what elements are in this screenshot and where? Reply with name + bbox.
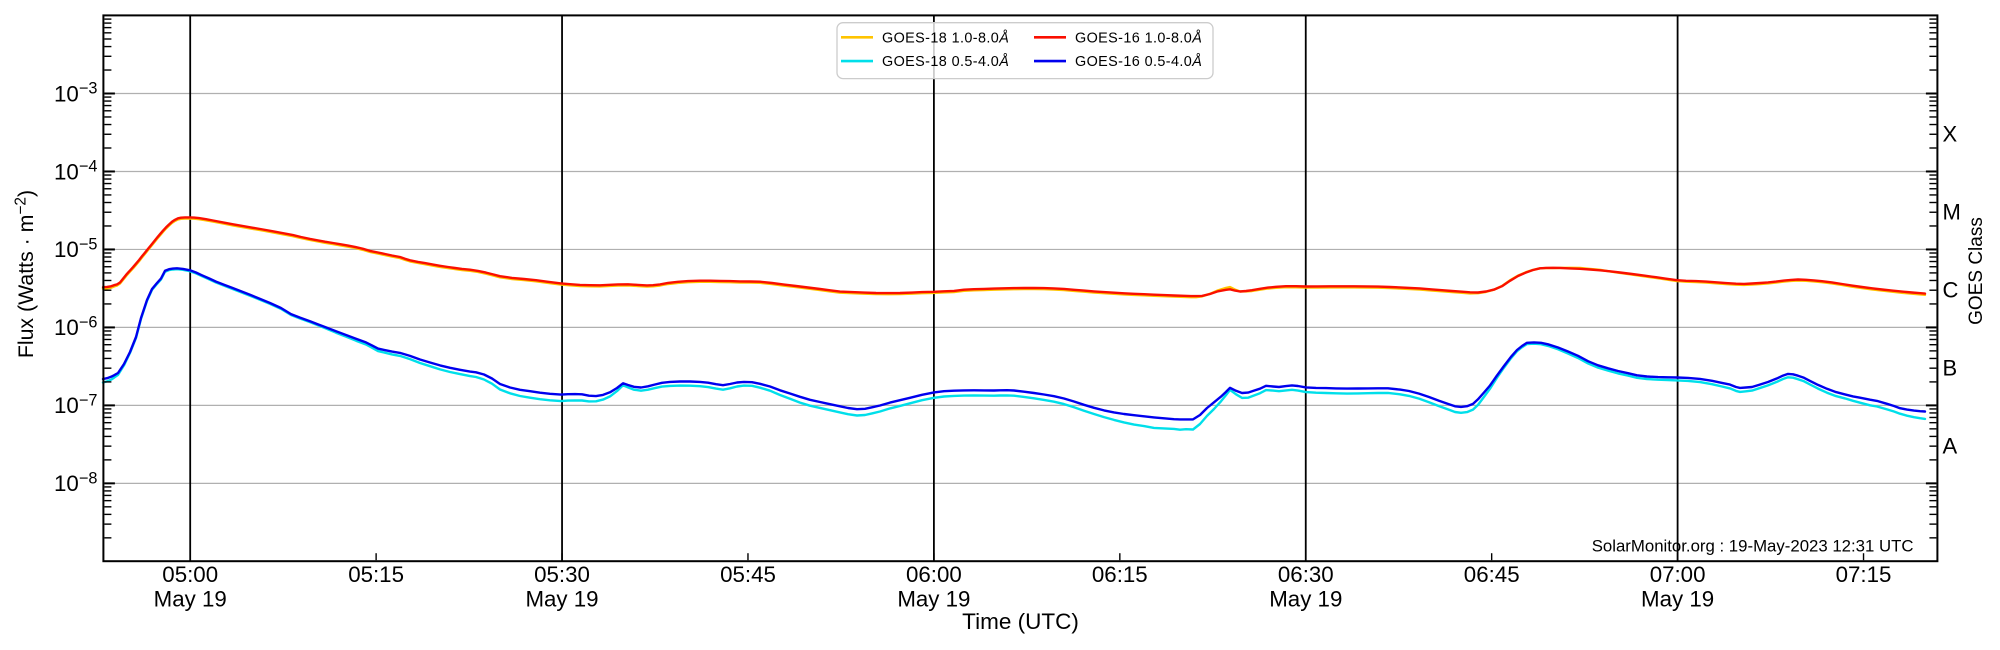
svg-text:May 19: May 19: [154, 587, 227, 612]
svg-text:GOES-18 0.5-4.0Å: GOES-18 0.5-4.0Å: [882, 53, 1009, 70]
svg-text:06:00: 06:00: [906, 562, 962, 587]
svg-text:C: C: [1943, 277, 1959, 302]
svg-text:06:30: 06:30: [1278, 562, 1334, 587]
svg-text:May 19: May 19: [897, 587, 970, 612]
svg-text:05:30: 05:30: [534, 562, 590, 587]
svg-text:06:45: 06:45: [1464, 562, 1520, 587]
svg-text:GOES-16 1.0-8.0Å: GOES-16 1.0-8.0Å: [1075, 29, 1202, 46]
svg-text:Flux (Watts · m−2): Flux (Watts · m−2): [13, 190, 39, 358]
svg-text:07:00: 07:00: [1650, 562, 1706, 587]
svg-text:05:00: 05:00: [162, 562, 218, 587]
svg-text:06:15: 06:15: [1092, 562, 1148, 587]
svg-text:May 19: May 19: [1641, 587, 1714, 612]
svg-text:SolarMonitor.org : 19-May-2023: SolarMonitor.org : 19-May-2023 12:31 UTC: [1592, 537, 1914, 556]
svg-text:A: A: [1943, 433, 1958, 458]
svg-text:Time (UTC): Time (UTC): [962, 609, 1079, 634]
svg-text:GOES-16 0.5-4.0Å: GOES-16 0.5-4.0Å: [1075, 53, 1202, 70]
svg-text:May 19: May 19: [1269, 587, 1342, 612]
svg-text:X: X: [1943, 121, 1958, 146]
svg-text:05:15: 05:15: [348, 562, 404, 587]
svg-text:May 19: May 19: [525, 587, 598, 612]
svg-text:B: B: [1943, 355, 1958, 380]
svg-text:GOES Class: GOES Class: [1966, 217, 1987, 325]
svg-text:05:45: 05:45: [720, 562, 776, 587]
svg-text:07:15: 07:15: [1836, 562, 1892, 587]
svg-text:10−3: 10−3: [54, 80, 97, 107]
svg-text:GOES-18 1.0-8.0Å: GOES-18 1.0-8.0Å: [882, 29, 1009, 46]
svg-text:M: M: [1943, 199, 1961, 224]
